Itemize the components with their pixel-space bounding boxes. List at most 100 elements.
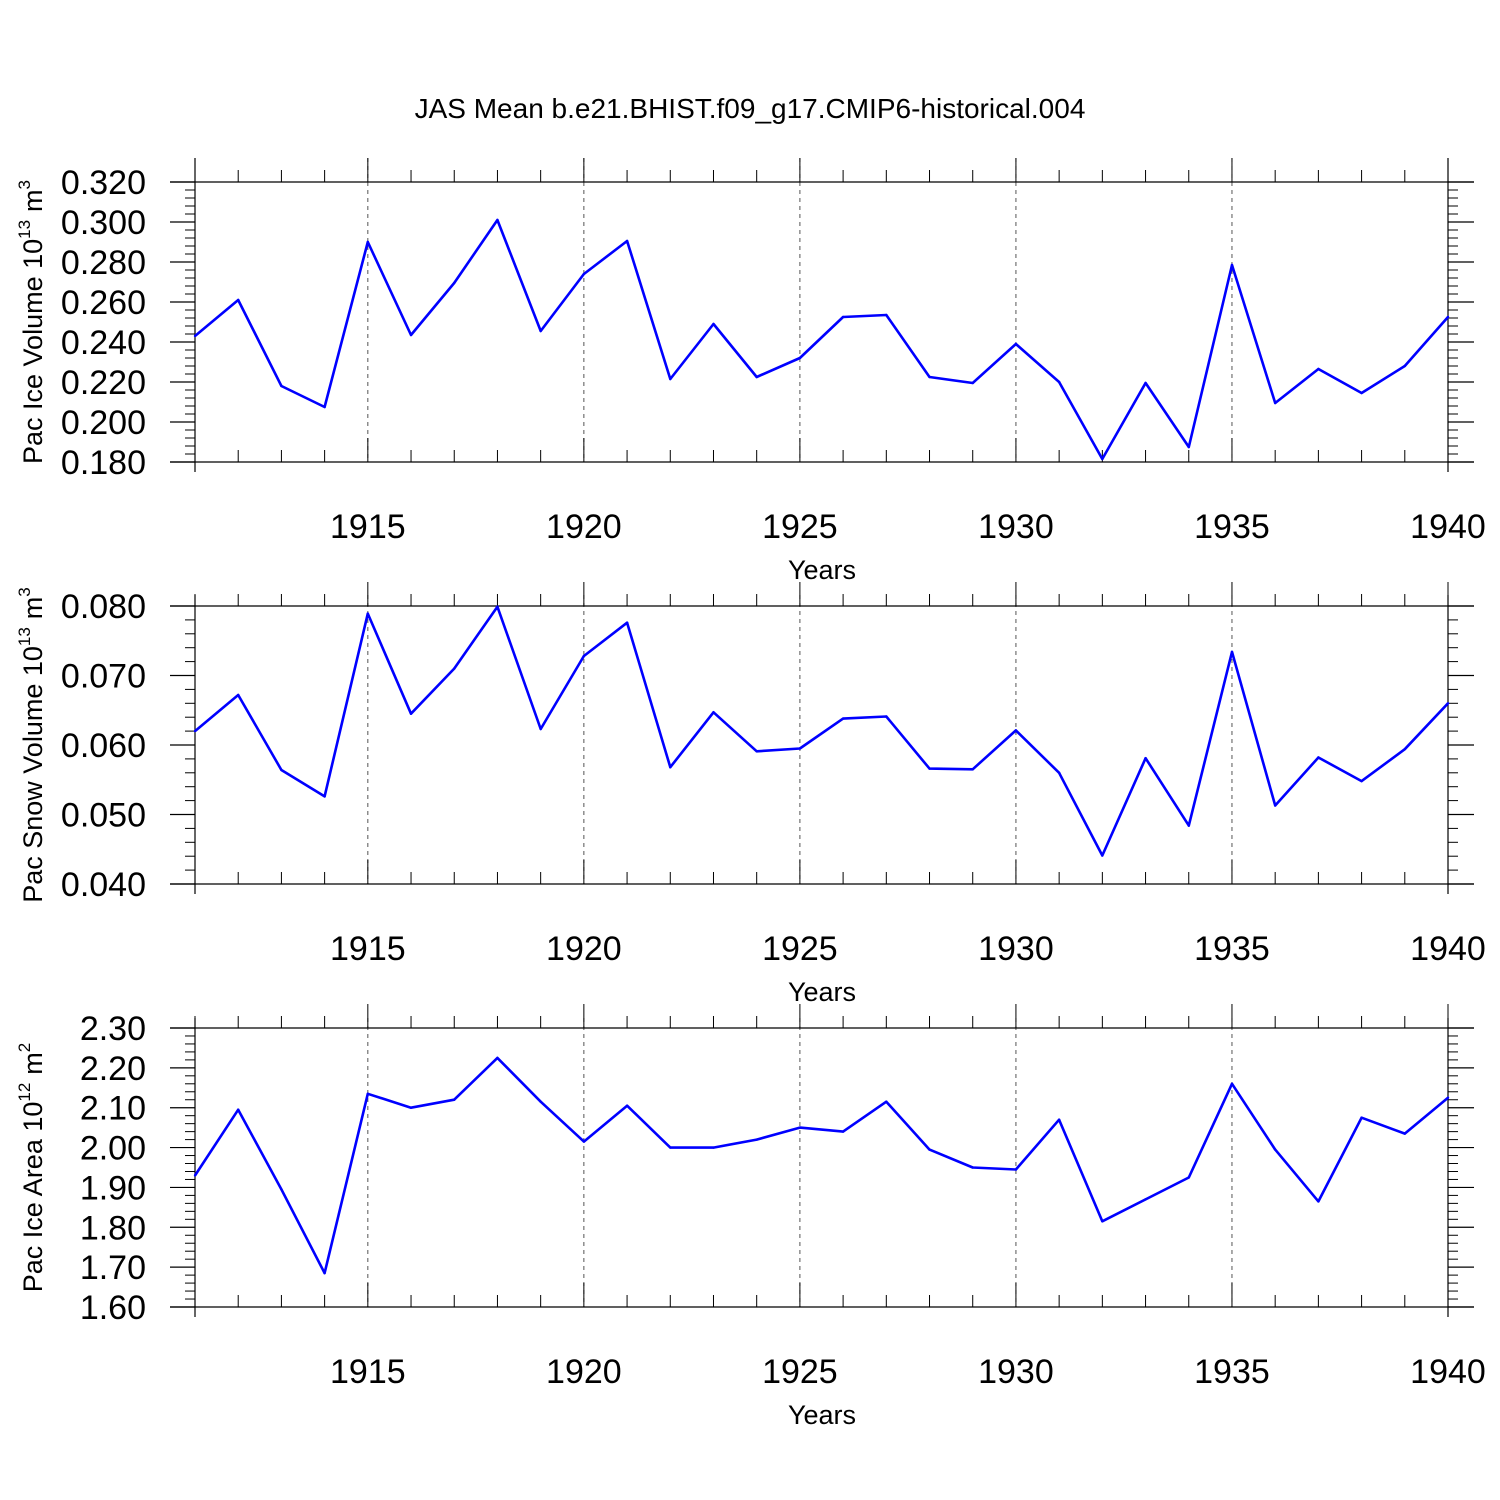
data-point — [625, 621, 629, 624]
y-tick-label: 0.050 — [61, 797, 146, 835]
y-tick-label: 0.040 — [61, 866, 146, 904]
y-axis-label: Pac Snow Volume 1013 m3 — [15, 587, 48, 903]
data-point — [539, 1100, 542, 1103]
y-tick-label: 0.080 — [61, 588, 146, 626]
data-point — [1360, 1116, 1363, 1119]
data-point — [798, 747, 802, 750]
data-point — [366, 1092, 370, 1095]
data-point — [1273, 401, 1277, 405]
data-point — [1446, 315, 1450, 319]
data-point — [582, 654, 586, 658]
x-tick-label: 1915 — [330, 1353, 406, 1391]
data-point — [755, 750, 758, 753]
data-point — [1273, 1148, 1277, 1151]
x-tick-label: 1925 — [762, 930, 838, 968]
x-tick-label: 1930 — [978, 508, 1054, 546]
y-axis-label-unit-exponent: 3 — [15, 587, 34, 596]
data-point — [496, 605, 499, 608]
data-point — [1403, 1132, 1406, 1135]
data-point — [366, 612, 370, 615]
y-axis-label-main: Pac Ice Area 10 — [18, 1102, 48, 1293]
y-axis-label-unit: m — [18, 1052, 48, 1075]
panel-1: 0.1800.2000.2200.2400.2600.2800.3000.320… — [15, 158, 1486, 585]
data-point — [1144, 757, 1147, 760]
x-tick-label: 1925 — [762, 1353, 838, 1391]
y-tick-label: 1.70 — [80, 1249, 146, 1287]
y-axis-label: Pac Ice Area 1012 m2 — [15, 1043, 48, 1293]
data-point — [755, 1138, 758, 1141]
x-tick-label: 1925 — [762, 508, 838, 546]
data-point — [280, 384, 283, 388]
series-line — [193, 1056, 1449, 1275]
data-point — [323, 1271, 326, 1275]
data-point — [841, 717, 845, 720]
data-point — [1101, 854, 1104, 857]
data-point — [1273, 804, 1277, 807]
y-tick-label: 2.00 — [80, 1130, 146, 1168]
data-point — [798, 356, 802, 360]
data-point — [1057, 771, 1061, 774]
data-point — [1101, 1220, 1104, 1223]
data-point — [453, 281, 456, 285]
data-point — [885, 313, 888, 317]
data-point — [1101, 457, 1104, 461]
y-tick-label: 0.280 — [61, 244, 146, 282]
data-point — [971, 1166, 974, 1169]
x-tick-label: 1920 — [546, 1353, 622, 1391]
data-point — [237, 298, 240, 302]
y-tick-label: 2.20 — [80, 1050, 146, 1088]
data-point — [669, 1146, 672, 1149]
data-point — [237, 1108, 240, 1111]
data-point — [1317, 1200, 1320, 1203]
data-point — [582, 272, 586, 276]
x-axis-label: Years — [788, 555, 856, 585]
data-point — [712, 711, 715, 714]
x-tick-label: 1915 — [330, 930, 406, 968]
data-point — [928, 1148, 931, 1151]
y-axis-label-unit: m — [18, 189, 48, 212]
data-point — [582, 1140, 586, 1143]
x-tick-label: 1915 — [330, 508, 406, 546]
data-point — [841, 1130, 845, 1133]
data-point — [1187, 1176, 1190, 1179]
data-point — [971, 381, 974, 385]
y-tick-label: 0.260 — [61, 284, 146, 322]
y-axis-label-main: Pac Snow Volume 10 — [18, 646, 48, 903]
data-point — [885, 715, 888, 718]
data-point — [1014, 729, 1018, 732]
y-tick-label: 0.200 — [61, 404, 146, 442]
y-axis-label-main: Pac Ice Volume 10 — [18, 239, 48, 464]
data-point — [193, 1174, 197, 1177]
data-point — [841, 315, 845, 319]
data-point — [1403, 364, 1406, 368]
panels: 0.1800.2000.2200.2400.2600.2800.3000.320… — [15, 158, 1486, 1430]
x-tick-label: 1920 — [546, 508, 622, 546]
data-point — [798, 1126, 802, 1129]
y-axis-label: Pac Ice Volume 1013 m3 — [15, 180, 48, 464]
data-point — [1014, 342, 1018, 346]
series-line — [194, 605, 1449, 857]
series-line — [194, 218, 1449, 461]
panel-2: 0.040 0.050 0.060 0.070 0.080 1915 1920 1925 193… — [15, 582, 1486, 1007]
data-point — [453, 1098, 456, 1101]
y-tick-label: 2.10 — [80, 1090, 146, 1128]
data-point — [193, 334, 197, 338]
data-point — [1057, 380, 1061, 384]
data-point — [669, 766, 672, 769]
data-point — [539, 329, 542, 333]
y-axis-label-exponent: 13 — [15, 220, 34, 239]
data-point — [755, 375, 758, 379]
chart-title: JAS Mean b.e21.BHIST.f09_g17.CMIP6-histo… — [415, 93, 1086, 124]
x-tick-label: 1930 — [978, 1353, 1054, 1391]
data-point — [971, 768, 974, 771]
data-point — [280, 768, 283, 772]
data-point — [280, 1188, 283, 1191]
y-tick-label: 2.30 — [80, 1010, 146, 1048]
data-point — [409, 1106, 413, 1109]
panel-3: 1.601.701.801.902.002.102.202.30 1915 1920… — [15, 1004, 1486, 1430]
data-point — [496, 1056, 499, 1060]
data-point — [1014, 1168, 1018, 1171]
y-axis-label-exponent: 13 — [15, 627, 34, 646]
data-point — [712, 322, 715, 326]
